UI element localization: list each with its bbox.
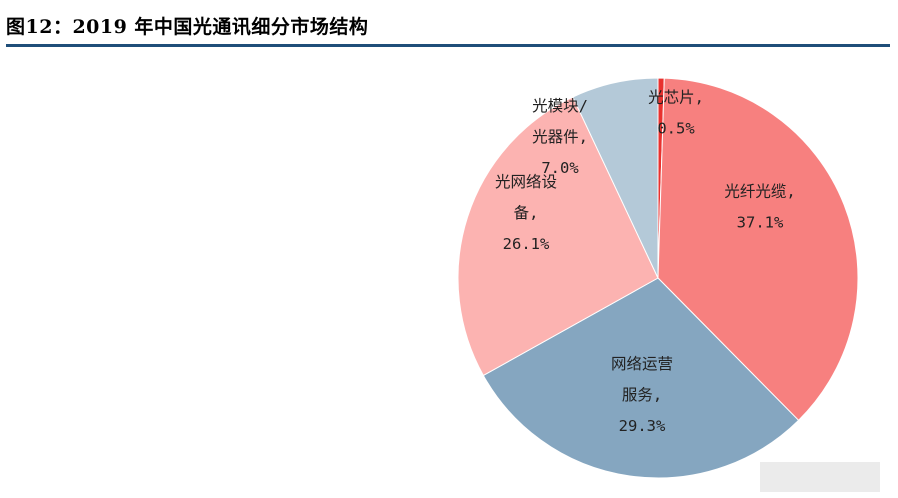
title-divider (6, 44, 890, 47)
pie-slice (657, 77, 859, 422)
slice-label-line: 0.5% (657, 120, 695, 138)
slice-label: 光网络设备, 26.1% (495, 173, 557, 253)
slice-label-line: 光模块/ (532, 97, 588, 115)
slice-label: 光芯片, 0.5% (648, 89, 704, 138)
slice-label-line: 光器件, (532, 128, 588, 146)
slice-label-line: 29.3% (619, 417, 666, 435)
slice-label-line: 7.0% (541, 159, 579, 177)
slice-label-line: 光芯片, (648, 89, 704, 107)
pie-slice (572, 77, 659, 279)
slice-label-line: 服务, (622, 386, 662, 404)
slice-label-line: 备, (514, 204, 539, 222)
slice-label-line: 26.1% (503, 235, 550, 253)
slice-label-line: 37.1% (737, 214, 784, 232)
slice-label: 光纤光缆, 37.1% (724, 183, 795, 232)
slice-label-line: 光网络设 (495, 173, 557, 191)
slice-label-line: 网络运营 (611, 355, 673, 373)
figure-title: 图12：2019 年中国光通讯细分市场结构 (6, 16, 369, 38)
slice-label-line: 光纤光缆, (724, 183, 795, 201)
pie-slice (457, 96, 659, 377)
slice-label: 光模块/光器件, 7.0% (532, 97, 588, 177)
watermark-blur (760, 462, 880, 492)
pie-slice (482, 277, 800, 479)
slice-label: 网络运营服务, 29.3% (611, 355, 673, 435)
